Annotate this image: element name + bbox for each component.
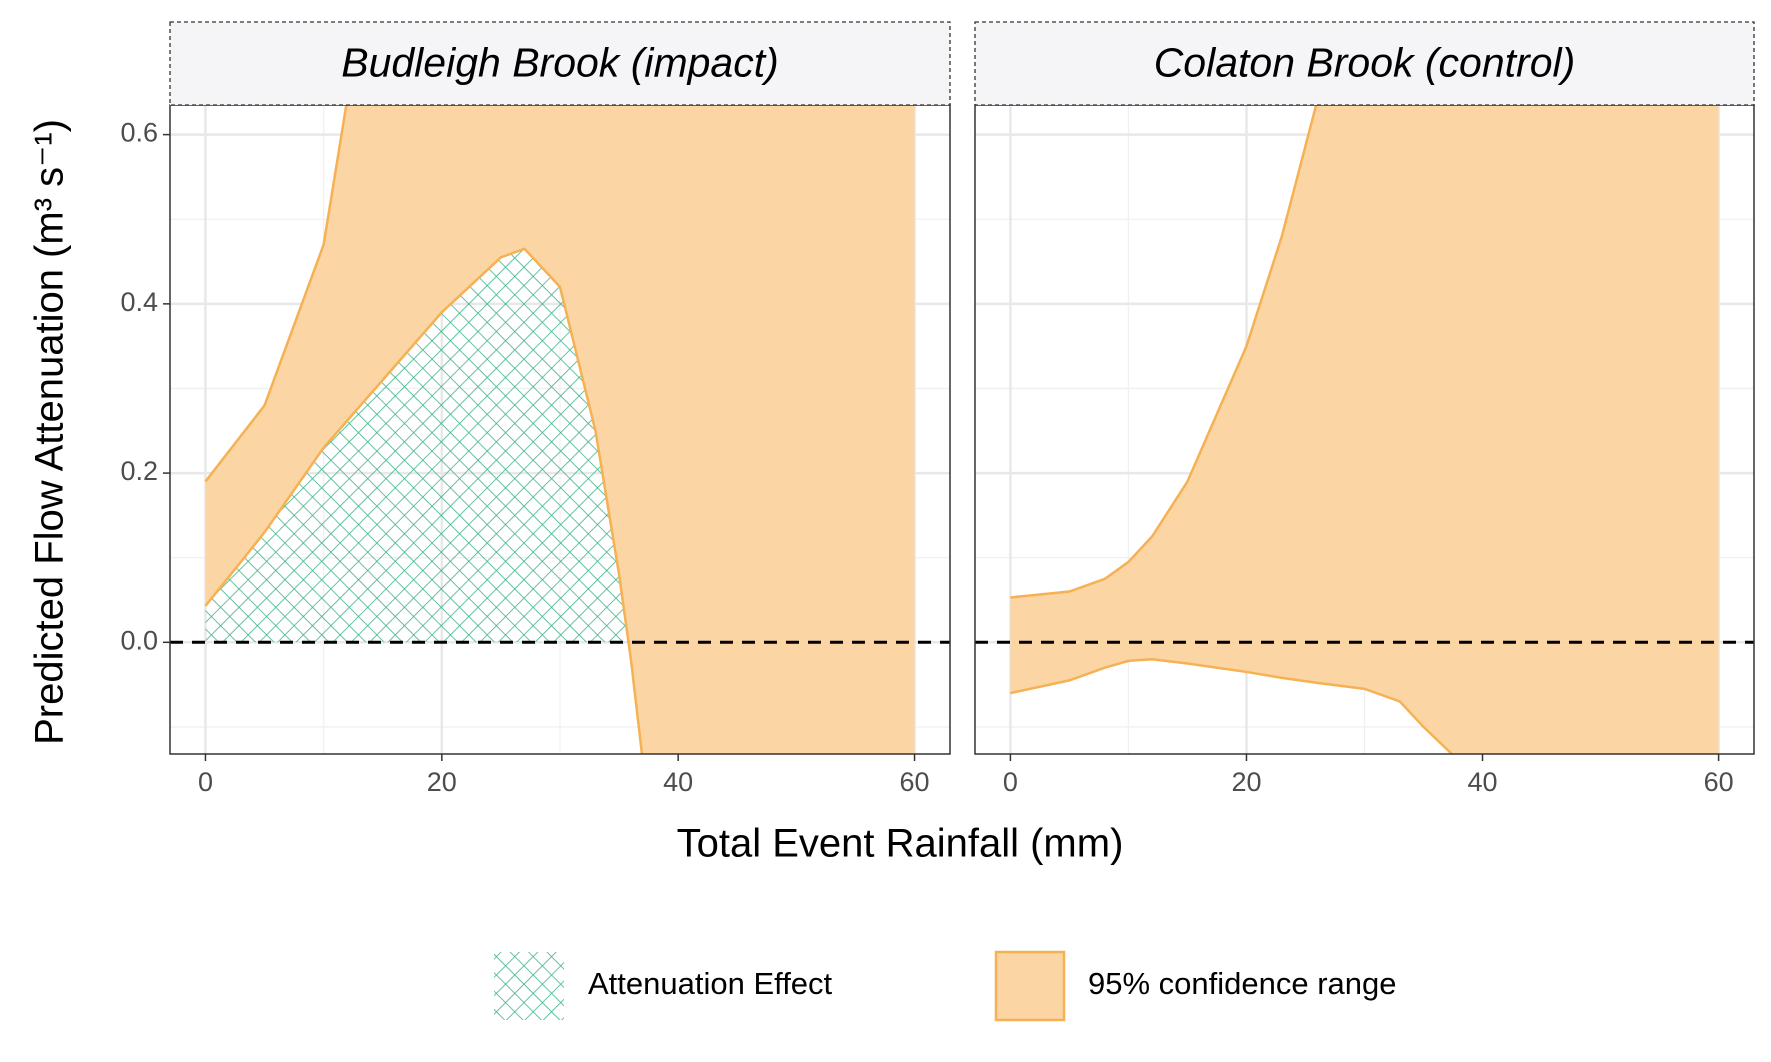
y-tick-label: 0.6 (120, 118, 158, 148)
attenuation-effect (205, 248, 915, 643)
x-tick-label: 60 (1704, 767, 1734, 797)
legend-label: 95% confidence range (1088, 966, 1397, 1001)
x-tick-label: 0 (1003, 767, 1018, 797)
band-upper-edge (1010, 105, 1318, 599)
x-tick-label: 20 (427, 767, 457, 797)
confidence-band (205, 105, 915, 754)
panel-title: Colaton Brook (control) (1154, 39, 1576, 85)
y-tick-label: 0.0 (120, 625, 158, 655)
confidence-band (1010, 105, 1719, 754)
panel-title: Budleigh Brook (impact) (341, 39, 779, 85)
x-axis-title: Total Event Rainfall (mm) (677, 822, 1124, 866)
band-lower-edge (204, 247, 644, 754)
y-tick-label: 0.2 (120, 456, 158, 486)
x-tick-label: 40 (1468, 767, 1498, 797)
y-axis-title: Predicted Flow Attenuation (m³ s⁻¹) (28, 119, 72, 745)
strip (974, 21, 1755, 106)
hatch-clip (205, 248, 915, 643)
band-lower-edge (1010, 657, 1454, 754)
legend-key-hatch (494, 952, 564, 1020)
x-tick-label: 60 (900, 767, 930, 797)
strip (169, 21, 951, 106)
legend-label: Attenuation Effect (588, 966, 833, 1001)
plot-area (204, 105, 915, 754)
band-upper-edge (204, 105, 348, 483)
x-tick-label: 20 (1231, 767, 1261, 797)
x-tick-label: 0 (198, 767, 213, 797)
plot-area (1010, 105, 1719, 754)
y-tick-label: 0.4 (120, 287, 158, 317)
legend-key-band (994, 950, 1066, 1022)
x-tick-label: 40 (663, 767, 693, 797)
